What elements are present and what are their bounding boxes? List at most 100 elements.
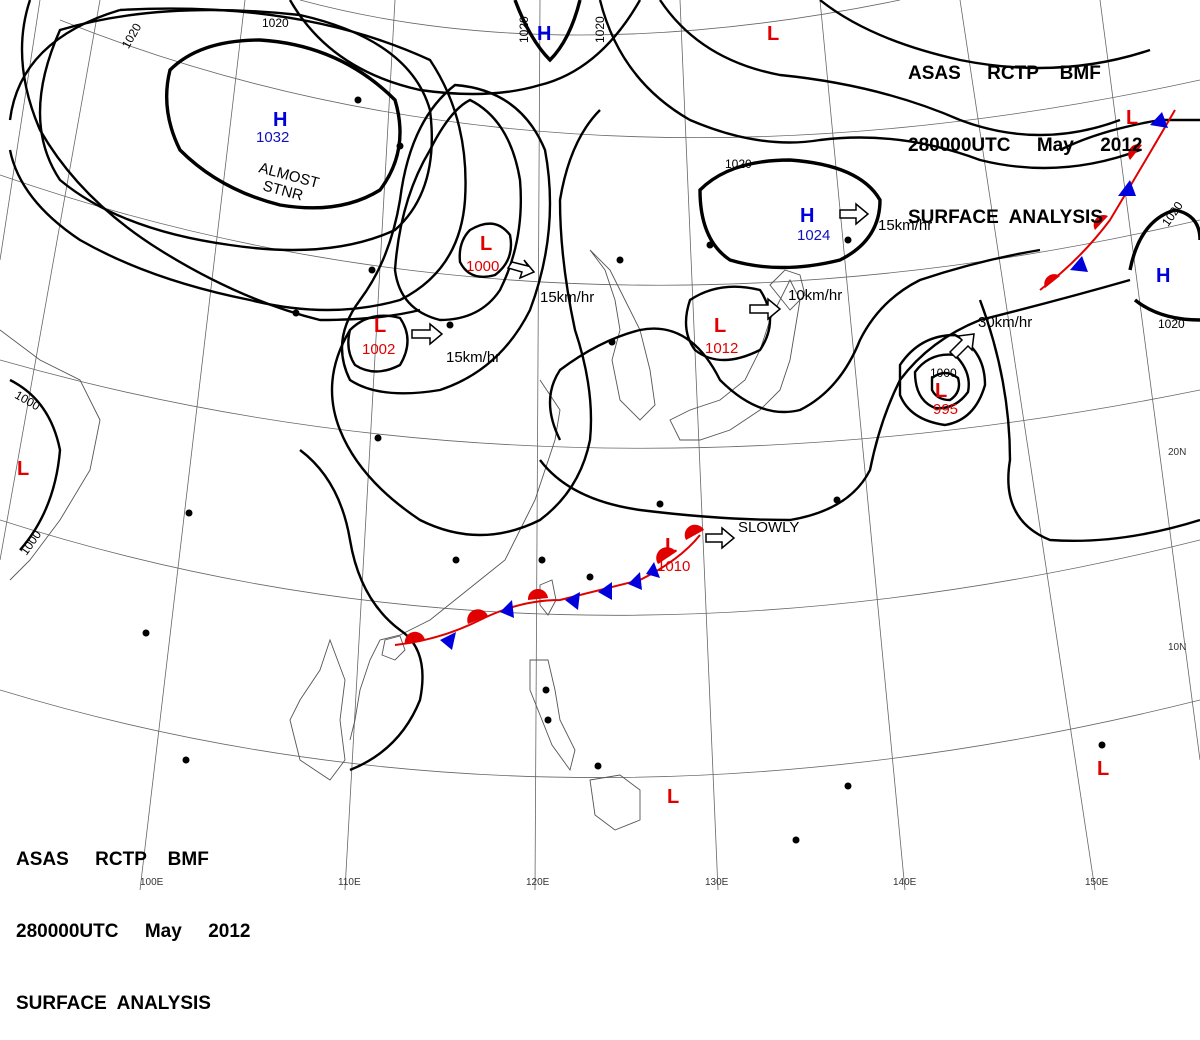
station-marker xyxy=(792,836,800,844)
low-pressure-value: 1010 xyxy=(657,558,690,575)
grid-meridian-90e xyxy=(0,0,101,561)
grid-meridian-150e xyxy=(959,0,1096,891)
motion-text: SLOWLY xyxy=(738,519,799,536)
grid-parallel-50n xyxy=(299,0,901,36)
isobar-1020-loop-china xyxy=(393,98,523,322)
high-pressure-symbol: H xyxy=(537,23,551,45)
low-pressure-symbol: L xyxy=(1126,107,1138,129)
high-pressure-value: 1024 xyxy=(797,227,830,244)
grid-parallel-30n xyxy=(0,174,1200,286)
low-pressure-symbol: L xyxy=(767,23,779,45)
warm-front-marker xyxy=(656,547,676,564)
cold-front-marker xyxy=(1118,180,1136,196)
cold-front-marker xyxy=(628,572,642,590)
isobar-1020-top-ridge xyxy=(513,0,582,63)
front-line-south xyxy=(394,534,701,646)
station-marker xyxy=(142,629,150,637)
typhoon-symbol: L xyxy=(935,380,947,402)
cold-front-marker xyxy=(440,632,456,650)
grid-parallel-10n xyxy=(0,519,1200,616)
header-top: ASAS RCTP BMF 280000UTC May 2012 SURFACE… xyxy=(908,14,1142,254)
weather-map: 100E 110E 120E 130E 140E 150E 20N 10N xyxy=(0,0,1200,891)
header-bottom: ASAS RCTP BMF 280000UTC May 2012 SURFACE… xyxy=(16,800,250,1040)
high-pressure-value: 1032 xyxy=(256,129,289,146)
cold-front-marker xyxy=(500,600,514,618)
grid-label-20n: 20N xyxy=(1168,447,1186,458)
warm-front-marker xyxy=(1093,215,1108,230)
grid-label-130e: 130E xyxy=(705,877,729,888)
isobar-1008-west xyxy=(299,449,424,772)
coast-china xyxy=(349,379,561,741)
station-marker xyxy=(542,686,550,694)
isobar-1024-mongolia xyxy=(8,7,467,312)
isobar-1000-china-low xyxy=(458,222,513,279)
grid-label-150e: 150E xyxy=(1085,877,1109,888)
arrow-icon xyxy=(839,202,870,226)
grid-parallel-0n xyxy=(0,689,1200,778)
motion-text: 10km/hr xyxy=(788,287,842,304)
grid-label-110e: 110E xyxy=(338,877,361,888)
isobar-label: 1000 xyxy=(12,388,42,414)
station-marker xyxy=(374,434,382,442)
grid-meridian-110e xyxy=(344,0,396,891)
station-marker xyxy=(538,556,546,564)
header-top-line1: ASAS RCTP BMF xyxy=(908,63,1101,84)
warm-front-marker xyxy=(684,524,704,540)
isobar-1016-china xyxy=(340,83,552,395)
grid-parallel-40n xyxy=(59,19,1200,138)
low-pressure-symbol: L xyxy=(374,315,386,337)
isobar-typhoon-inner xyxy=(930,371,961,402)
low-pressure-value: 1012 xyxy=(705,340,738,357)
station-marker xyxy=(608,338,616,346)
isobar-1028-mongolia xyxy=(38,8,434,252)
header-top-line3: SURFACE ANALYSIS xyxy=(908,207,1103,228)
isobar-label: 1020 xyxy=(725,157,752,171)
station-marker xyxy=(185,509,193,517)
lat-lon-grid: 100E 110E 120E 130E 140E 150E 20N 10N xyxy=(0,0,1200,891)
warm-front-marker xyxy=(1128,144,1142,160)
station-marker xyxy=(544,716,552,724)
isobar-1020-north xyxy=(288,0,642,96)
low-pressure-value: 1002 xyxy=(362,341,395,358)
isobar-label: 1000 xyxy=(930,366,957,380)
isobar-1020-ne-a xyxy=(659,0,1121,137)
isobar-label: 1020 xyxy=(593,16,607,43)
front-line-northeast xyxy=(1039,109,1176,291)
isobar-typhoon-outer xyxy=(898,333,987,427)
low-pressure-symbol: L xyxy=(667,786,679,808)
isobar-typhoon-mid xyxy=(913,353,970,410)
grid-meridian-130e xyxy=(679,0,719,891)
grid-meridian-140e xyxy=(819,0,906,891)
station-plots xyxy=(142,96,1106,844)
coastlines xyxy=(0,249,806,831)
low-pressure-symbol: L xyxy=(17,458,29,480)
coast-hainan xyxy=(381,635,406,661)
grid-meridian-160e xyxy=(1099,0,1200,761)
cold-front-marker xyxy=(646,562,660,578)
low-pressure-symbol: L xyxy=(665,535,677,557)
cold-front-marker xyxy=(565,592,580,610)
cold-front-marker xyxy=(1150,112,1168,128)
isobar-1008-pacific-south xyxy=(978,299,1200,543)
arrow-icon xyxy=(749,297,782,321)
arrow-icon xyxy=(948,333,975,360)
station-marker xyxy=(452,556,460,564)
grid-meridian-100e xyxy=(139,0,246,891)
isobar-1016-north xyxy=(598,0,1141,170)
motion-text: 30km/hr xyxy=(978,314,1032,331)
station-marker xyxy=(844,236,852,244)
header-top-line2: 280000UTC May 2012 xyxy=(908,135,1143,156)
grid-label-10n: 10N xyxy=(1168,642,1186,653)
stationary-front-south xyxy=(394,524,704,650)
station-marker xyxy=(396,142,404,150)
high-pressure-symbol: H xyxy=(273,109,287,131)
grid-label-120e: 120E xyxy=(526,877,550,888)
isobar-1002-loop xyxy=(347,314,409,373)
coast-korea xyxy=(589,249,656,421)
isobar-label: 1020 xyxy=(119,21,145,51)
isobar-label: 1020 xyxy=(1158,317,1185,331)
isobar-1000-india xyxy=(9,378,62,551)
motion-text: 15km/hr xyxy=(446,349,500,366)
arrow-icon xyxy=(705,526,736,550)
grid-label-100e: 100E xyxy=(140,877,164,888)
